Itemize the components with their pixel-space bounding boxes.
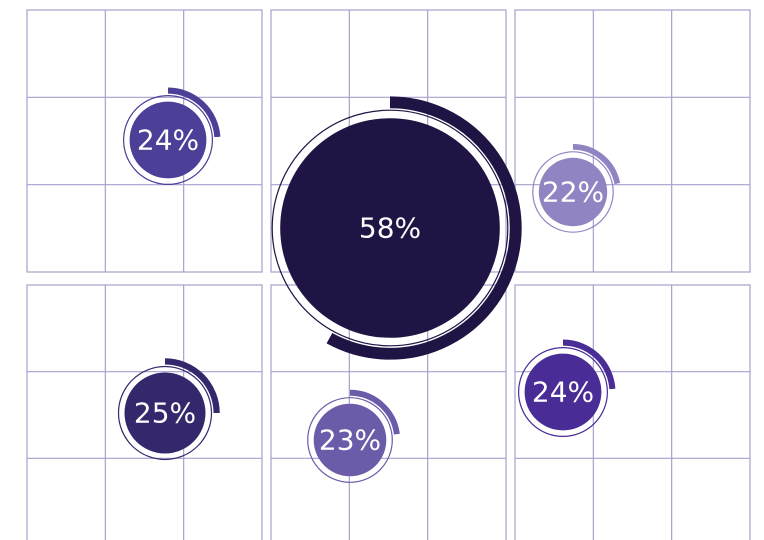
panel — [514, 9, 751, 273]
value-label: 24% — [532, 376, 594, 409]
progress-arc — [562, 339, 616, 390]
value-label: 23% — [319, 424, 381, 457]
bubble-outline — [271, 109, 509, 347]
progress-arc — [167, 87, 221, 138]
progress-arc — [164, 358, 220, 414]
bubble — [524, 353, 602, 431]
value-label: 24% — [137, 124, 199, 157]
bubble — [280, 118, 500, 338]
bubble-outline — [532, 151, 614, 233]
bubble — [313, 403, 387, 477]
progress-arc — [326, 96, 522, 360]
panel — [26, 9, 263, 273]
bubble-outline — [122, 94, 214, 186]
value-label: 25% — [134, 397, 196, 430]
panel — [26, 284, 263, 540]
bubble — [124, 372, 206, 454]
bubble-outline — [517, 347, 608, 438]
progress-arc — [349, 389, 400, 435]
value-label: 58% — [359, 212, 421, 245]
progress-arc — [572, 144, 621, 185]
value-label: 22% — [542, 176, 604, 209]
bubble-outline — [117, 365, 213, 461]
panel — [514, 284, 751, 540]
bubble — [129, 101, 207, 179]
bubble-outline — [307, 397, 393, 483]
bubble — [538, 157, 608, 227]
